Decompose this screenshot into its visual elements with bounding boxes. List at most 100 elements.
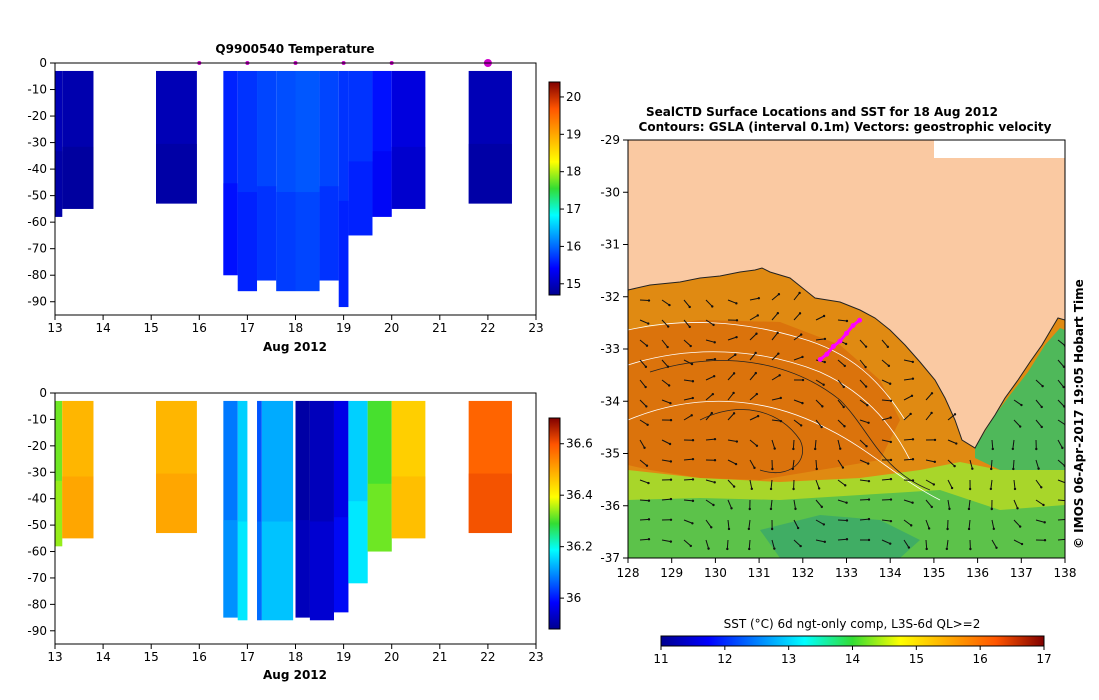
sst-colorbar-tick-label: 15 <box>909 652 924 666</box>
vector-arrow <box>639 299 650 302</box>
vector-arrow <box>881 478 892 481</box>
seal-location <box>857 317 863 323</box>
vector-arrow <box>837 439 841 449</box>
vector-arrow-head <box>688 325 691 329</box>
vector-arrow-head <box>867 538 871 542</box>
vector-arrow-head <box>688 305 691 309</box>
vector-arrow <box>661 299 670 306</box>
vector-arrow <box>727 299 737 304</box>
x-tick-label: 21 <box>432 650 447 664</box>
vector-arrow <box>947 459 955 467</box>
vector-arrow-head <box>1062 385 1065 389</box>
vector-arrow <box>815 338 825 341</box>
vector-arrow-head <box>911 360 914 364</box>
vector-arrow-head <box>730 507 733 510</box>
vector-arrow-head <box>777 352 780 355</box>
y-tick-label: -30 <box>27 465 47 479</box>
vector-arrow-head <box>747 527 751 531</box>
vector-arrow <box>969 459 973 469</box>
vector-arrow-head <box>910 524 913 527</box>
profile-cell-lower <box>295 520 310 618</box>
vector-arrow-head <box>644 385 647 389</box>
vector-arrow-head <box>887 364 891 368</box>
profile-cell-lower <box>237 521 248 621</box>
x-tick-label: 20 <box>384 321 399 335</box>
x-tick-label: 18 <box>288 321 303 335</box>
vector-arrow <box>771 293 780 301</box>
vector-arrow <box>947 413 956 421</box>
profile-cell <box>372 70 392 217</box>
vector-arrow-head <box>968 487 972 491</box>
profile-cell-lower <box>309 521 334 621</box>
vector-arrow <box>639 319 649 325</box>
vector-arrow <box>1035 379 1043 387</box>
vector-arrow <box>639 359 647 368</box>
vector-arrow-head <box>967 507 971 511</box>
vector-arrow <box>705 299 713 307</box>
vector-arrow-head <box>990 507 993 511</box>
no-data-patch <box>934 140 1065 158</box>
seal-track <box>817 317 863 362</box>
vector-arrow-head <box>645 405 648 408</box>
vector-arrow-head <box>867 421 870 424</box>
profile-cell-lower <box>156 143 197 204</box>
map-x-tick-label: 134 <box>879 566 902 580</box>
vector-arrow <box>792 439 795 450</box>
x-tick-label: 13 <box>47 321 62 335</box>
geostrophic-vectors <box>639 291 1065 551</box>
vector-arrow-head <box>1040 486 1043 489</box>
vector-arrow <box>771 419 781 422</box>
vector-arrow-head <box>822 383 825 386</box>
vector-arrow-head <box>735 440 739 443</box>
vector-arrow-head <box>691 380 695 383</box>
vector-arrow <box>705 393 714 401</box>
vector-arrow-head <box>1019 425 1022 428</box>
vector-arrow <box>990 459 993 470</box>
vector-arrow-head <box>822 523 826 526</box>
vector-arrow <box>1013 519 1021 527</box>
vector-arrow <box>683 539 692 547</box>
vector-arrow-head <box>990 467 993 471</box>
map-x-tick-label: 131 <box>748 566 771 580</box>
vector-arrow-head <box>820 505 824 509</box>
vector-arrow-head <box>843 425 846 428</box>
vector-arrow-head <box>909 412 912 416</box>
colorbar-tick-label: 36.2 <box>566 540 593 554</box>
gsla-contour <box>699 409 803 474</box>
vector-arrow-head <box>995 546 998 550</box>
vector-arrow <box>815 479 820 489</box>
coastline <box>628 267 1065 449</box>
vector-arrow <box>661 539 671 543</box>
vector-arrow-head <box>647 481 650 485</box>
vector-arrow-head <box>771 467 774 471</box>
vector-arrow-head <box>925 547 928 551</box>
profile-cell <box>333 400 349 613</box>
vector-arrow-head <box>735 335 738 339</box>
vector-arrow <box>749 315 759 321</box>
vector-arrow-head <box>886 345 890 349</box>
gsla-contour <box>628 322 906 421</box>
profile-cell-lower <box>257 521 262 621</box>
vector-arrow-head <box>842 385 845 389</box>
vector-arrow-head <box>1012 467 1015 471</box>
vector-arrow-head <box>801 378 805 382</box>
vector-arrow <box>683 319 691 328</box>
vector-arrow <box>859 479 869 482</box>
vector-arrow <box>1013 399 1022 406</box>
vector-arrow-head <box>669 418 673 422</box>
salinity-axes: 13 14 15 16 17 18 19 20 21 22 23 0 -10 -20 -30 -40 -50 -6… <box>27 386 543 664</box>
vector-arrow-head <box>779 419 783 423</box>
vector-arrow-head <box>911 458 915 461</box>
vector-arrow <box>881 379 891 385</box>
vector-arrow <box>727 499 732 509</box>
vector-arrow <box>1057 379 1065 388</box>
vector-arrow <box>859 419 869 424</box>
vector-arrow <box>837 459 844 468</box>
map-x-tick-label: 137 <box>1010 566 1033 580</box>
profile-cell <box>295 70 320 292</box>
vector-arrow-head <box>1035 447 1038 451</box>
y-tick-label: -40 <box>27 492 47 506</box>
vector-arrow <box>727 413 735 421</box>
vector-arrow <box>837 399 845 408</box>
vector-arrow-head <box>845 538 849 541</box>
